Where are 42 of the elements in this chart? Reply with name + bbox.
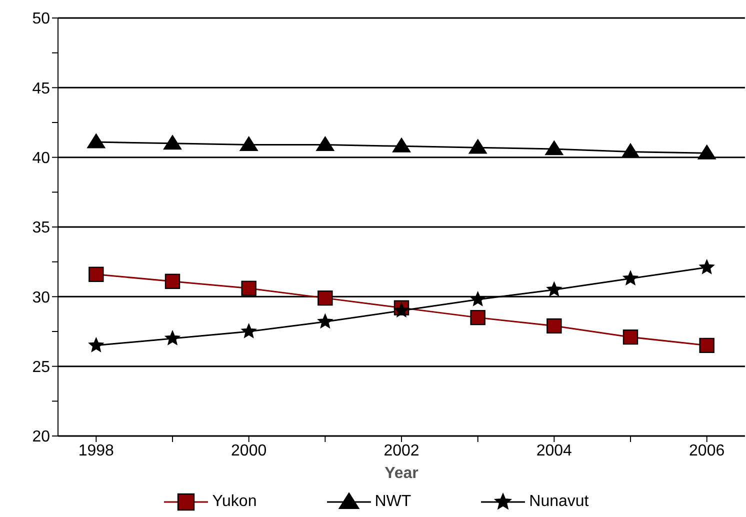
point [468,139,487,154]
y-tick-label: 40 [32,150,50,168]
point [470,310,486,326]
point [164,274,180,289]
point [318,314,332,328]
point [318,290,333,306]
y-tick-label: 45 [32,80,50,98]
point [164,135,182,150]
point [87,134,106,148]
legend-label: Yukon [212,493,257,511]
legend-label: Nunavut [529,493,589,511]
point [546,282,562,296]
point [316,136,334,151]
y-tick-label: 50 [32,10,50,28]
y-tick-label: 25 [32,359,50,376]
point [699,338,714,354]
point [623,270,638,285]
point [546,318,562,334]
point [88,266,104,282]
x-axis-title: Year [384,465,418,482]
point [394,303,409,317]
x-tick-label: 1998 [78,442,114,460]
x-tick-label: 2004 [536,442,572,460]
point [700,260,714,274]
point [242,324,256,338]
point [240,136,258,151]
point [241,280,256,296]
x-tick-label: 2000 [231,442,267,460]
y-tick-label: 35 [32,220,50,237]
y-tick-label: 30 [32,289,50,306]
point [545,140,564,156]
point [165,330,180,345]
point [622,329,638,345]
x-tick-label: 2006 [689,442,725,460]
legend-label: NWT [374,493,412,511]
point [88,338,104,352]
point [392,138,410,152]
y-tick-label: 20 [32,428,50,446]
point [470,292,486,306]
point [622,143,640,158]
point [698,144,716,160]
x-tick-label: 2002 [384,442,420,460]
